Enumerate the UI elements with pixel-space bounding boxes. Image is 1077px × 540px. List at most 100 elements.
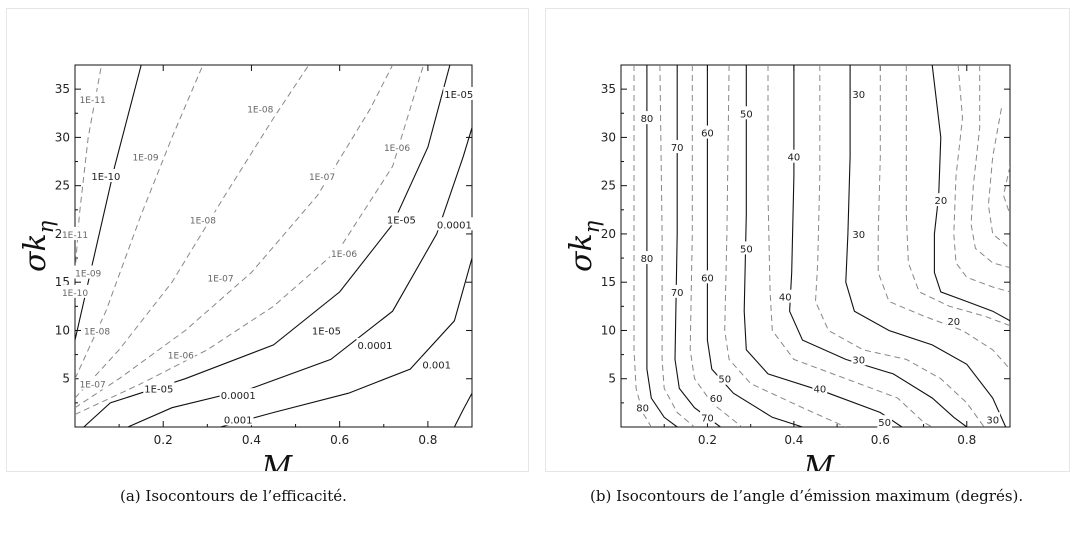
contour-label-bg xyxy=(708,391,724,405)
contour-label: 1E-10 xyxy=(91,172,120,183)
contour-line xyxy=(674,65,721,427)
contour-line xyxy=(789,65,968,427)
contour-label: 0.0001 xyxy=(437,220,472,231)
contour-label-bg xyxy=(669,284,685,298)
contour-line xyxy=(75,65,142,341)
contour-line xyxy=(953,65,1010,293)
contour-label-bg xyxy=(60,284,90,298)
contour-label-bg xyxy=(639,251,655,265)
contour-label-bg xyxy=(933,193,949,207)
contour-label: 1E-08 xyxy=(84,327,110,337)
contour-label: 50 xyxy=(878,418,891,429)
contour-label-bg xyxy=(812,381,828,395)
contour-label: 1E-09 xyxy=(75,270,101,280)
x-tick-label: 0.2 xyxy=(698,433,717,447)
contour-label-bg xyxy=(206,270,235,284)
x-tick-label: 0.6 xyxy=(871,433,890,447)
contour-label: 1E-07 xyxy=(309,173,335,183)
contour-label: 1E-06 xyxy=(331,250,357,260)
contour-label: 60 xyxy=(701,273,714,284)
contour-label-bg xyxy=(166,347,195,361)
contour-label: 70 xyxy=(671,143,684,154)
contour-label-bg xyxy=(307,169,337,183)
contours-b xyxy=(633,65,1010,427)
contour-label: 80 xyxy=(641,114,654,125)
contour-line xyxy=(931,65,1010,322)
plot-frame xyxy=(620,64,1011,428)
contour-label: 30 xyxy=(852,230,865,241)
y-tick-label: 10 xyxy=(601,323,616,337)
contour-line xyxy=(689,65,743,427)
contour-label-bg xyxy=(74,265,103,279)
contour-label: 30 xyxy=(986,415,999,426)
contour-label: 1E-08 xyxy=(190,216,216,226)
contour-label: 1E-09 xyxy=(133,154,159,164)
panel-emission-angle: 0.2 0.4 0.6 0.8 5 10 15 20 25 30 35 Mc σkη 80 70 60 50 40… xyxy=(545,8,1070,472)
contour-label: 70 xyxy=(701,413,714,424)
contour-line xyxy=(83,65,451,427)
contour-label-bg xyxy=(738,106,754,120)
contour-label: 0.001 xyxy=(224,415,253,426)
y-tick-label: 30 xyxy=(55,130,70,144)
contour-label-bg xyxy=(639,111,655,125)
contour-label: 1E-07 xyxy=(80,381,106,391)
contour-label: 30 xyxy=(852,90,865,101)
contour-line xyxy=(220,257,472,427)
contour-label-bg xyxy=(143,381,175,395)
contour-label: 80 xyxy=(636,404,649,415)
contour-label: 1E-06 xyxy=(384,144,410,154)
contour-line xyxy=(453,392,472,427)
contour-label-bg xyxy=(78,91,107,105)
contour-label: 40 xyxy=(788,153,801,164)
caption-b: (b) Isocontours de l’angle d’émission ma… xyxy=(590,487,1024,505)
contour-label: 1E-05 xyxy=(444,90,473,101)
y-tick-label: 5 xyxy=(608,372,616,386)
contour-label-bg xyxy=(777,289,793,303)
contour-label-bg xyxy=(222,412,254,426)
x-tick-label: 0.2 xyxy=(154,433,173,447)
contour-line xyxy=(633,65,652,427)
contour-label: 1E-05 xyxy=(312,326,341,337)
contour-label: 60 xyxy=(701,129,714,140)
contour-line xyxy=(814,65,985,427)
efficiency-contour-plot: 0.20.40.60.85101520253035Mcσkη1E-111E-10… xyxy=(18,64,475,471)
contour-label-bg xyxy=(246,101,275,115)
contour-label-bg xyxy=(700,270,715,284)
contour-line xyxy=(905,65,1010,327)
contour-line xyxy=(75,65,394,409)
panel-efficiency: 0.20.40.60.85101520253035Mcσkη1E-111E-10… xyxy=(6,8,529,472)
contour-label-bg xyxy=(382,140,412,154)
contour-label-bg xyxy=(435,217,473,231)
contour-label-bg xyxy=(738,241,754,255)
contour-label-bg xyxy=(635,400,650,414)
contour-label: 1E-08 xyxy=(247,105,273,115)
contour-label: 1E-11 xyxy=(80,96,106,106)
contour-line xyxy=(659,65,695,427)
contour-label-bg xyxy=(330,246,359,260)
contour-label: 50 xyxy=(740,109,753,120)
contours-a xyxy=(75,65,472,427)
contour-line xyxy=(877,65,1010,370)
x-tick-label: 0.8 xyxy=(957,433,976,447)
y-tick-label: 15 xyxy=(601,275,616,289)
y-axis-label: σkη xyxy=(18,220,58,272)
contour-label-bg xyxy=(851,226,867,240)
contour-label: 30 xyxy=(852,355,865,366)
x-axis-label: Mc xyxy=(261,450,305,471)
y-axis-label-group: σkη xyxy=(564,220,604,272)
y-tick-label: 35 xyxy=(601,82,616,96)
contour-label-bg xyxy=(310,323,342,337)
y-tick-label: 30 xyxy=(601,130,616,144)
contour-label-bg xyxy=(78,376,107,390)
contour-line xyxy=(987,108,1010,249)
contour-label: 20 xyxy=(934,196,947,207)
contour-line xyxy=(75,65,424,415)
plot-frame xyxy=(74,64,473,428)
contour-label: 1E-06 xyxy=(168,352,194,362)
y-tick-label: 25 xyxy=(601,179,616,193)
x-tick-label: 0.8 xyxy=(418,433,437,447)
contour-label-bg xyxy=(877,415,893,429)
caption-a: (a) Isocontours de l’efficacité. xyxy=(120,487,347,505)
emission-angle-contour-plot: 0.2 0.4 0.6 0.8 5 10 15 20 25 30 35 Mc σkη 80 70 60 50 40… xyxy=(564,64,1011,471)
contour-label: 0.0001 xyxy=(221,391,256,402)
